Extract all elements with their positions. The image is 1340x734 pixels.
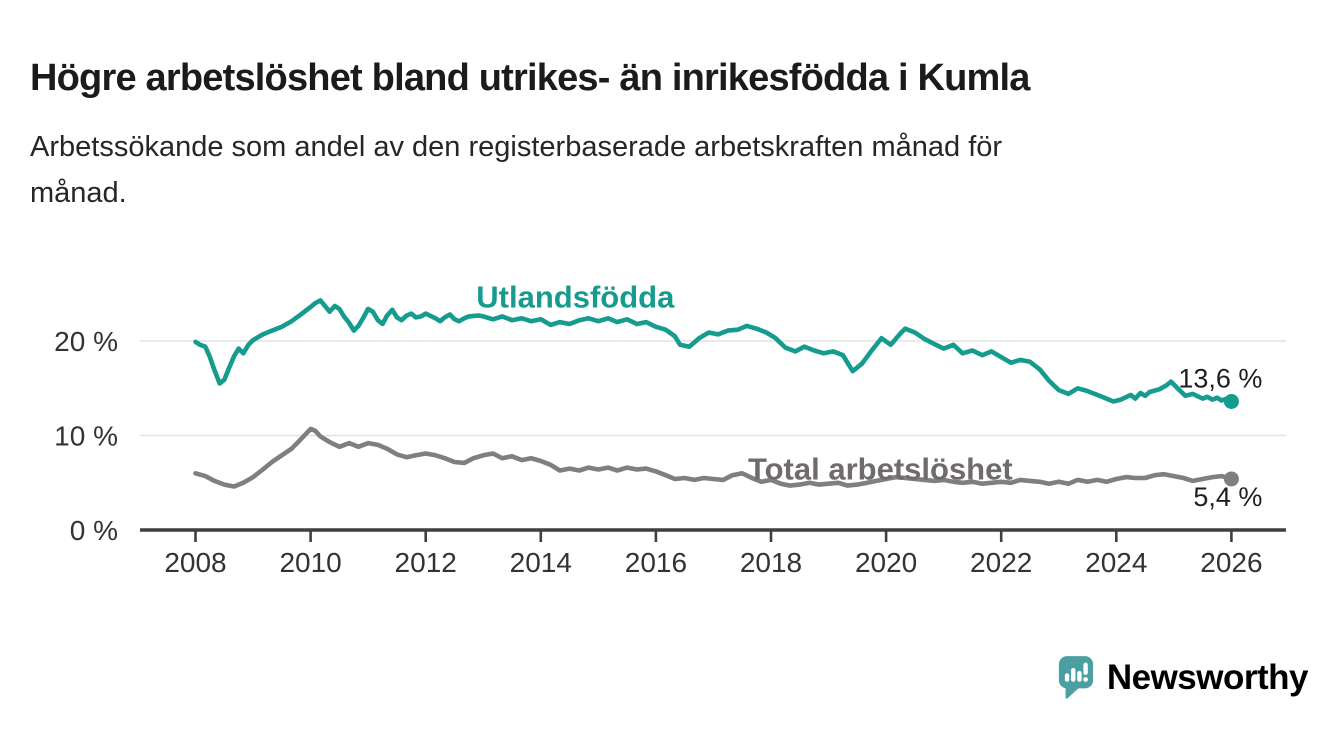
chart-subtitle: Arbetssökande som andel av den registerb…	[30, 124, 1250, 216]
x-tick-label: 2026	[1200, 547, 1262, 578]
end-value-label-1: 5,4 %	[1193, 482, 1262, 512]
y-tick-label: 10 %	[54, 421, 118, 452]
subtitle-line-1: Arbetssökande som andel av den registerb…	[30, 131, 1003, 163]
x-tick-label: 2014	[510, 547, 572, 578]
x-tick-label: 2018	[740, 547, 802, 578]
series-line-1	[193, 426, 1234, 489]
end-value-label-0: 13,6 %	[1178, 363, 1262, 393]
x-tick-label: 2016	[625, 547, 687, 578]
series-inline-label-0: Utlandsfödda	[476, 280, 675, 315]
x-tick-label: 2020	[855, 547, 917, 578]
series-inline-label-1: Total arbetslöshet	[748, 452, 1013, 487]
newsworthy-wordmark: Newsworthy	[1106, 657, 1309, 697]
series-line-0	[193, 298, 1234, 404]
page-title: Högre arbetslöshet bland utrikes- än inr…	[30, 57, 1030, 100]
newsworthy-logo-icon	[1058, 656, 1093, 699]
x-tick-label: 2022	[970, 547, 1032, 578]
series-end-dot-1	[1223, 471, 1239, 487]
series-end-dot-0	[1223, 393, 1239, 409]
x-tick-label: 2024	[1085, 547, 1147, 578]
y-tick-label: 20 %	[54, 326, 118, 357]
y-tick-label: 0 %	[70, 515, 118, 546]
x-tick-label: 2012	[395, 547, 457, 578]
newsworthy-brand: Newsworthy	[1057, 654, 1309, 701]
subtitle-line-2: månad.	[30, 177, 127, 209]
x-tick-label: 2008	[164, 547, 226, 578]
x-tick-label: 2010	[279, 547, 341, 578]
